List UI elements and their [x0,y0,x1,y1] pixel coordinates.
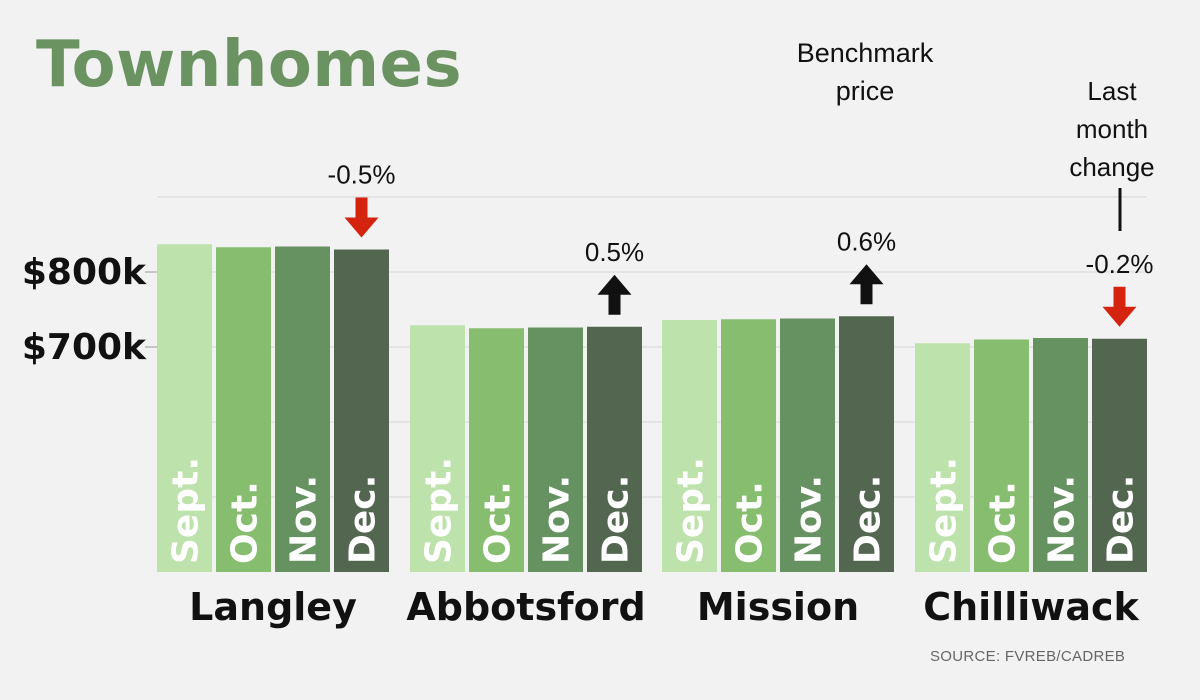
bar-chilliwack-1 [974,339,1029,572]
month-label: Dec. [848,475,889,564]
y-tick-label: $800k [22,252,147,293]
month-label: Dec. [1101,475,1142,564]
month-label: Oct. [730,481,771,564]
month-label: Oct. [478,481,519,564]
category-label: Langley [189,585,357,629]
bar-abbotsford-0 [410,325,465,572]
down-arrow-stem [1113,286,1126,309]
change-value: -0.5% [328,160,396,190]
benchmark-price-label: Benchmark price [796,38,934,106]
month-label: Nov. [1042,475,1083,564]
month-label: Oct. [225,481,266,564]
down-arrow-icon [1102,306,1137,327]
up-arrow-stem [860,282,873,305]
category-label: Mission [697,585,859,629]
month-label: Dec. [343,475,384,564]
y-tick-label: $700k [22,327,147,368]
bar-abbotsford-1 [469,328,524,572]
down-arrow-icon [344,217,379,238]
change-value: -0.2% [1086,249,1154,279]
bar-langley-0 [157,244,212,572]
chart-title: Townhomes [36,28,463,102]
up-arrow-icon [597,274,632,295]
up-arrow-icon [849,264,884,285]
bar-langley-1 [216,247,271,572]
bar-abbotsford-2 [528,327,583,572]
month-label: Sept. [166,457,207,564]
bar-mission-3 [839,316,894,572]
bar-chilliwack-2 [1033,338,1088,572]
up-arrow-stem [608,292,621,315]
category-label: Abbotsford [406,585,645,629]
bar-chilliwack-3 [1092,338,1147,572]
source-note: SOURCE: FVREB/CADREB [930,648,1126,665]
bar-mission-0 [662,320,717,572]
change-value: 0.6% [837,226,896,256]
category-label: Chilliwack [923,585,1139,629]
bar-langley-2 [275,246,330,572]
bar-mission-2 [780,318,835,572]
month-label: Sept. [924,457,965,564]
month-label: Dec. [596,475,637,564]
month-label: Nov. [789,475,830,564]
down-arrow-stem [355,197,368,220]
last-month-change-label: Last month change [1069,76,1155,182]
bar-mission-1 [721,319,776,572]
change-value: 0.5% [585,237,644,267]
month-label: Nov. [537,475,578,564]
bar-langley-3 [334,249,389,572]
bar-abbotsford-3 [587,326,642,572]
month-label: Nov. [284,475,325,564]
month-label: Sept. [419,457,460,564]
month-label: Oct. [983,481,1024,564]
bar-chilliwack-0 [915,343,970,572]
month-label: Sept. [671,457,712,564]
